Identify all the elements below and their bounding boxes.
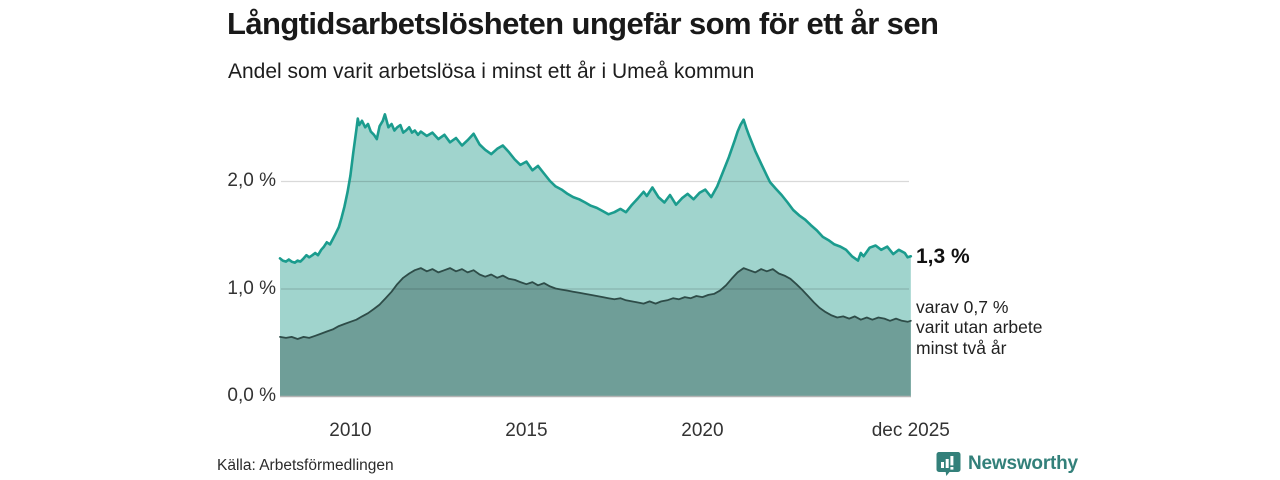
source-caption: Källa: Arbetsförmedlingen [217, 457, 394, 474]
series-end-value-label: 1,3 % [916, 245, 970, 269]
chart-subtitle: Andel som varit arbetslösa i minst ett å… [228, 60, 755, 83]
series-line-one-year [278, 113, 913, 264]
secondary-label-line: varit utan arbete [916, 317, 1043, 338]
secondary-label-line: minst två år [916, 337, 1007, 358]
series-area-two-years [280, 268, 911, 396]
secondary-label-line: varav 0,7 % [916, 296, 1009, 317]
brand-name: Newsworthy [968, 453, 1078, 474]
y-axis-label: 2,0 % [227, 170, 276, 191]
logo-bar [950, 456, 954, 466]
logo-bar [945, 459, 949, 468]
series-secondary-label: varav 0,7 % varit utan arbete minst två … [916, 297, 1042, 359]
y-axis-label: 1,0 % [227, 277, 276, 299]
logo-exclamation-dot [950, 467, 954, 470]
x-axis-label: 2010 [329, 420, 372, 441]
brand-logo: Newsworthy [936, 451, 1078, 477]
x-axis-label: 2015 [505, 420, 548, 441]
x-axis-label: dec 2025 [871, 420, 950, 441]
newsworthy-logo-icon [936, 452, 961, 476]
series-line-two-years [279, 267, 912, 340]
page-title: Långtidsarbetslösheten ungefär som för e… [227, 6, 939, 41]
y-axis-label: 0,0 % [227, 385, 276, 406]
logo-bar [941, 462, 944, 468]
x-axis-label: 2020 [681, 420, 724, 441]
